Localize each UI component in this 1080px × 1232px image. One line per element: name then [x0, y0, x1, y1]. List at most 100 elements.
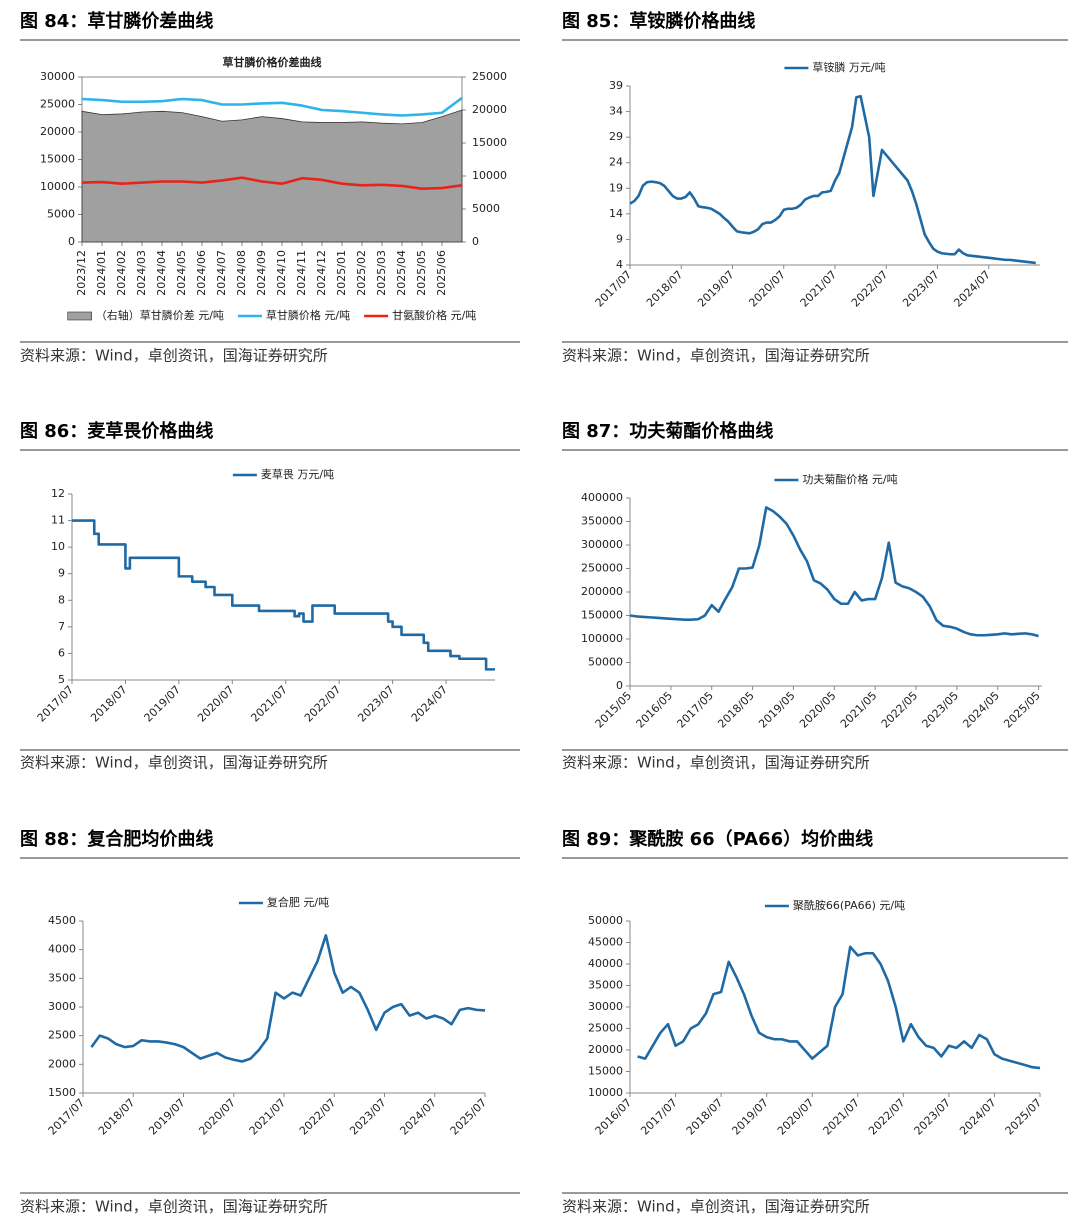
- y-tick-label: 30000: [588, 1000, 623, 1013]
- legend: 功夫菊酯价格 元/吨: [774, 472, 898, 486]
- y-tick-label: 4000: [48, 943, 76, 956]
- x-tick-label: 2024/09: [255, 250, 268, 296]
- x-tick-label: 2021/07: [247, 1096, 289, 1138]
- x-tick-label: 2022/07: [302, 683, 344, 725]
- chart-panel: 图 89：聚酰胺 66（PA66）均价曲线资料来源：Wind，卓创资讯，国海证券…: [562, 828, 1068, 1216]
- y-tick-label: 7: [58, 620, 65, 633]
- y-tick-label: 350000: [581, 515, 623, 528]
- y-tick-label: 10000: [588, 1086, 623, 1099]
- x-tick-label: 2024/02: [115, 250, 128, 296]
- x-tick-label: 2025/02: [355, 250, 368, 296]
- x-tick-label: 2019/07: [695, 268, 737, 310]
- x-tick-label: 2024/05: [175, 250, 188, 296]
- y2-tick-label: 0: [472, 235, 479, 248]
- line-series: [629, 94, 1036, 265]
- x-tick-label: 2024/08: [235, 250, 248, 296]
- y-tick-label: 20000: [40, 125, 75, 138]
- legend-label: 甘氨酸价格 元/吨: [392, 308, 476, 322]
- line-series: [81, 176, 463, 190]
- x-tick-label: 2025/07: [1003, 1096, 1045, 1138]
- y-tick-label: 10000: [40, 180, 75, 193]
- source-note: 资料来源：Wind，卓创资讯，国海证券研究所: [20, 347, 328, 365]
- x-tick-label: 2024/01: [95, 250, 108, 296]
- x-tick-label: 2024/07: [409, 683, 451, 725]
- y2-tick-label: 5000: [472, 202, 500, 215]
- y-tick-label: 10: [51, 540, 65, 553]
- legend-label: 功夫菊酯价格 元/吨: [802, 472, 897, 486]
- x-tick-label: 2025/06: [435, 250, 448, 296]
- figure-title: 图 85：草铵膦价格曲线: [562, 10, 755, 32]
- x-tick-label: 2024/07: [957, 1096, 999, 1138]
- y-tick-label: 3000: [48, 1000, 76, 1013]
- x-tick-label: 2023/07: [912, 1096, 954, 1138]
- line-series: [72, 519, 495, 671]
- line-series: [629, 506, 1039, 638]
- y-tick-label: 5: [58, 673, 65, 686]
- x-tick-label: 2019/07: [142, 683, 184, 725]
- x-tick-label: 2021/07: [798, 268, 840, 310]
- y-tick-label: 29: [609, 130, 623, 143]
- y-tick-label: 400000: [581, 491, 623, 504]
- x-tick-label: 2025/04: [395, 250, 408, 296]
- x-tick-label: 2025/03: [375, 250, 388, 296]
- y-tick-label: 4500: [48, 914, 76, 927]
- y-tick-label: 34: [609, 105, 623, 118]
- x-tick-label: 2015/05: [593, 689, 635, 731]
- y-tick-label: 300000: [581, 538, 623, 551]
- x-tick-label: 2018/07: [88, 683, 130, 725]
- x-tick-label: 2020/07: [746, 268, 788, 310]
- x-tick-label: 2022/07: [849, 268, 891, 310]
- x-tick-label: 2017/07: [593, 268, 635, 310]
- x-tick-label: 2023/07: [347, 1096, 389, 1138]
- y2-tick-label: 20000: [472, 103, 507, 116]
- x-tick-label: 2024/06: [195, 250, 208, 296]
- x-tick-label: 2024/05: [960, 689, 1002, 731]
- x-tick-label: 2024/03: [135, 250, 148, 296]
- y2-tick-label: 25000: [472, 70, 507, 83]
- y-tick-label: 0: [616, 679, 623, 692]
- y-tick-label: 5000: [47, 208, 75, 221]
- y2-tick-label: 15000: [472, 136, 507, 149]
- y-tick-label: 200000: [581, 585, 623, 598]
- y-tick-label: 2500: [48, 1029, 76, 1042]
- x-tick-label: 2021/07: [248, 683, 290, 725]
- y-tick-label: 11: [51, 514, 65, 527]
- y-tick-label: 50000: [588, 656, 623, 669]
- y-tick-label: 9: [616, 232, 623, 245]
- area-series: [81, 109, 463, 243]
- x-tick-label: 2018/05: [715, 689, 757, 731]
- y-tick-label: 35000: [588, 979, 623, 992]
- chart-panel: 图 88：复合肥均价曲线资料来源：Wind，卓创资讯，国海证券研究所150020…: [20, 828, 520, 1216]
- x-tick-label: 2022/07: [866, 1096, 908, 1138]
- x-tick-label: 2024/07: [951, 268, 993, 310]
- y-tick-label: 25000: [588, 1022, 623, 1035]
- line-series: [81, 96, 463, 117]
- y-tick-label: 24: [609, 156, 623, 169]
- legend-label: 麦草畏 万元/吨: [261, 468, 334, 481]
- y-tick-label: 0: [68, 235, 75, 248]
- y-tick-label: 100000: [581, 632, 623, 645]
- legend: （右轴）草甘膦价差 元/吨 草甘膦价格 元/吨 甘氨酸价格 元/吨: [67, 308, 476, 322]
- x-tick-label: 2023/12: [75, 250, 88, 296]
- x-tick-label: 2025/07: [448, 1096, 490, 1138]
- x-tick-label: 2022/05: [879, 689, 921, 731]
- legend-label: 聚酰胺66(PA66) 元/吨: [793, 898, 905, 912]
- y-tick-label: 12: [51, 487, 65, 500]
- figure-title: 图 86：麦草畏价格曲线: [20, 420, 213, 442]
- y-tick-label: 15000: [588, 1065, 623, 1078]
- y-tick-label: 250000: [581, 562, 623, 575]
- x-tick-label: 2018/07: [644, 268, 686, 310]
- x-tick-label: 2017/07: [638, 1096, 680, 1138]
- y-tick-label: 150000: [581, 609, 623, 622]
- y-tick-label: 4: [616, 258, 623, 271]
- x-tick-label: 2021/05: [838, 689, 880, 731]
- x-tick-label: 2016/05: [634, 689, 676, 731]
- y-tick-label: 3500: [48, 971, 76, 984]
- legend-label: （右轴）草甘膦价差 元/吨: [96, 308, 224, 322]
- x-tick-label: 2024/11: [295, 250, 308, 296]
